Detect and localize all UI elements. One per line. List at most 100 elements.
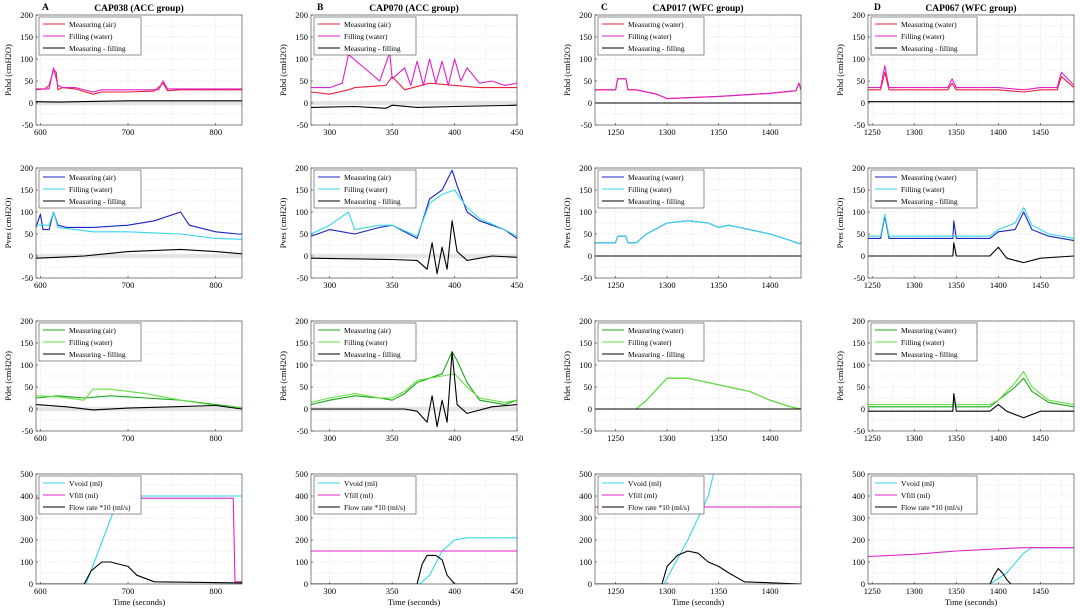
legend: Vvoid (ml) Vfill (ml) Flow rate *10 (ml/s) <box>597 475 705 515</box>
legend-label: Vfill (ml) <box>344 491 373 500</box>
x-tick-label: 1300 <box>659 433 676 443</box>
y-axis-label: Pabd (cmH2O) <box>3 44 13 96</box>
x-tick-label: 1400 <box>990 586 1007 596</box>
y-tick-label: 0 <box>29 251 33 261</box>
y-tick-label: 500 <box>579 469 592 479</box>
y-tick-label: 100 <box>20 557 33 567</box>
x-tick-label: 350 <box>386 433 399 443</box>
legend-label: Vvoid (ml) <box>628 479 662 488</box>
y-tick-label: 150 <box>852 32 865 42</box>
x-tick-label: 800 <box>209 127 222 137</box>
x-tick-label: 300 <box>323 433 336 443</box>
x-tick-label: 400 <box>448 433 461 443</box>
x-tick-label: 1350 <box>948 127 965 137</box>
x-tick-label: 1400 <box>990 127 1007 137</box>
y-tick-label: 200 <box>852 163 865 173</box>
axes-frame <box>310 14 518 126</box>
panel-letter: B <box>317 3 324 13</box>
legend-label: Vvoid (ml) <box>69 479 103 488</box>
x-tick-label: 1400 <box>762 127 779 137</box>
series-line-2 <box>868 547 1074 558</box>
x-tick-label: 800 <box>209 433 222 443</box>
y-tick-label: 500 <box>295 469 308 479</box>
y-tick-label: 100 <box>295 54 308 64</box>
x-tick-label: 700 <box>122 433 135 443</box>
y-tick-label: -50 <box>297 426 308 436</box>
panel-A-pabd: 600 700 800 -50 0 50 100 150 200 Pabd (cmH2O) Meas… <box>3 10 243 137</box>
zero-band <box>311 406 517 412</box>
y-tick-label: 0 <box>861 579 865 589</box>
x-tick-label: 1400 <box>990 433 1007 443</box>
legend-label: Flow rate *10 (ml/s) <box>901 503 963 512</box>
y-tick-label: 150 <box>20 32 33 42</box>
panel-D-pdet: 1250 1300 1350 1400 1450 -50 0 50 100 150 200 Pdet … <box>835 316 1075 443</box>
x-tick-label: 800 <box>209 280 222 290</box>
x-tick-label: 1450 <box>1032 586 1049 596</box>
series-line-1 <box>36 395 242 409</box>
legend-label: Measuring (water) <box>628 20 684 29</box>
legend-label: Measuring (water) <box>901 326 957 335</box>
y-tick-label: 0 <box>861 251 865 261</box>
axes-frame <box>35 14 243 126</box>
series-line-2 <box>868 65 1074 91</box>
x-tick-label: 700 <box>122 127 135 137</box>
y-tick-label: -50 <box>854 120 865 130</box>
y-tick-label: 200 <box>295 163 308 173</box>
series-line-1 <box>868 377 1074 408</box>
legend: Measuring (water) Filling (water) Measurin… <box>870 169 978 209</box>
x-tick-label: 1250 <box>607 280 624 290</box>
y-tick-label: 100 <box>852 54 865 64</box>
y-axis-label: Pdet (cmH2O) <box>835 351 845 401</box>
y-tick-label: 100 <box>20 207 33 217</box>
y-tick-label: 100 <box>852 360 865 370</box>
legend-label: Measuring (water) <box>628 173 684 182</box>
y-tick-label: -50 <box>581 120 592 130</box>
legend-label: Filling (water) <box>901 32 945 41</box>
y-tick-label: 0 <box>29 579 33 589</box>
panel-B-pves: 300 350 400 450 -50 0 50 100 150 200 Pves (cmH2O) M… <box>278 163 523 290</box>
y-tick-label: 200 <box>295 10 308 20</box>
series-line-2 <box>595 220 801 245</box>
y-tick-label: 300 <box>852 513 865 523</box>
x-tick-label: 600 <box>34 433 47 443</box>
series-line-2 <box>36 211 242 240</box>
x-tick-label: 1300 <box>659 586 676 596</box>
y-tick-label: 0 <box>304 579 308 589</box>
x-tick-label: 700 <box>122 280 135 290</box>
x-tick-label: 350 <box>386 280 399 290</box>
y-tick-label: 200 <box>852 535 865 545</box>
x-tick-label: 1450 <box>1032 433 1049 443</box>
legend: Measuring (air) Filling (water) Measuring … <box>38 322 142 362</box>
legend: Vvoid (ml) Vfill (ml) Flow rate *10 (ml/s) <box>38 475 142 515</box>
x-tick-label: 1300 <box>906 433 923 443</box>
y-tick-label: 150 <box>295 185 308 195</box>
y-tick-label: 150 <box>20 338 33 348</box>
legend: Measuring (water) Filling (water) Measurin… <box>597 16 705 56</box>
panel-D-volume: 1250 1300 1350 1400 1450 0 100 200 300 400 500 Time… <box>852 469 1075 607</box>
series-line-1 <box>595 474 715 584</box>
y-tick-label: 0 <box>29 404 33 414</box>
series-line-3 <box>311 220 517 275</box>
legend-label: Measuring (air) <box>344 20 391 29</box>
y-tick-label: 100 <box>20 360 33 370</box>
x-tick-label: 1250 <box>607 586 624 596</box>
y-axis-label: Pabd (cmH2O) <box>835 44 845 96</box>
x-tick-label: 600 <box>34 586 47 596</box>
y-tick-label: 0 <box>588 579 592 589</box>
y-tick-label: 50 <box>25 76 34 86</box>
series-line-2 <box>311 51 517 89</box>
y-tick-label: 100 <box>295 360 308 370</box>
legend-label: Measuring - filling <box>69 197 126 206</box>
legend: Vvoid (ml) Vfill (ml) Flow rate *10 (ml/s) <box>870 475 978 515</box>
legend-label: Measuring - filling <box>628 197 685 206</box>
y-tick-label: 100 <box>579 557 592 567</box>
y-tick-label: 50 <box>300 229 309 239</box>
zero-band <box>36 406 242 412</box>
y-tick-label: 500 <box>852 469 865 479</box>
y-axis-label: Pabd (cmH2O) <box>278 44 288 96</box>
legend-label: Measuring (water) <box>901 20 957 29</box>
zero-band <box>36 253 242 259</box>
series-line-3 <box>868 393 1074 419</box>
panel-A-pves: 600 700 800 -50 0 50 100 150 200 Pves (cmH2O) Meas… <box>3 163 243 290</box>
y-tick-label: 200 <box>579 10 592 20</box>
